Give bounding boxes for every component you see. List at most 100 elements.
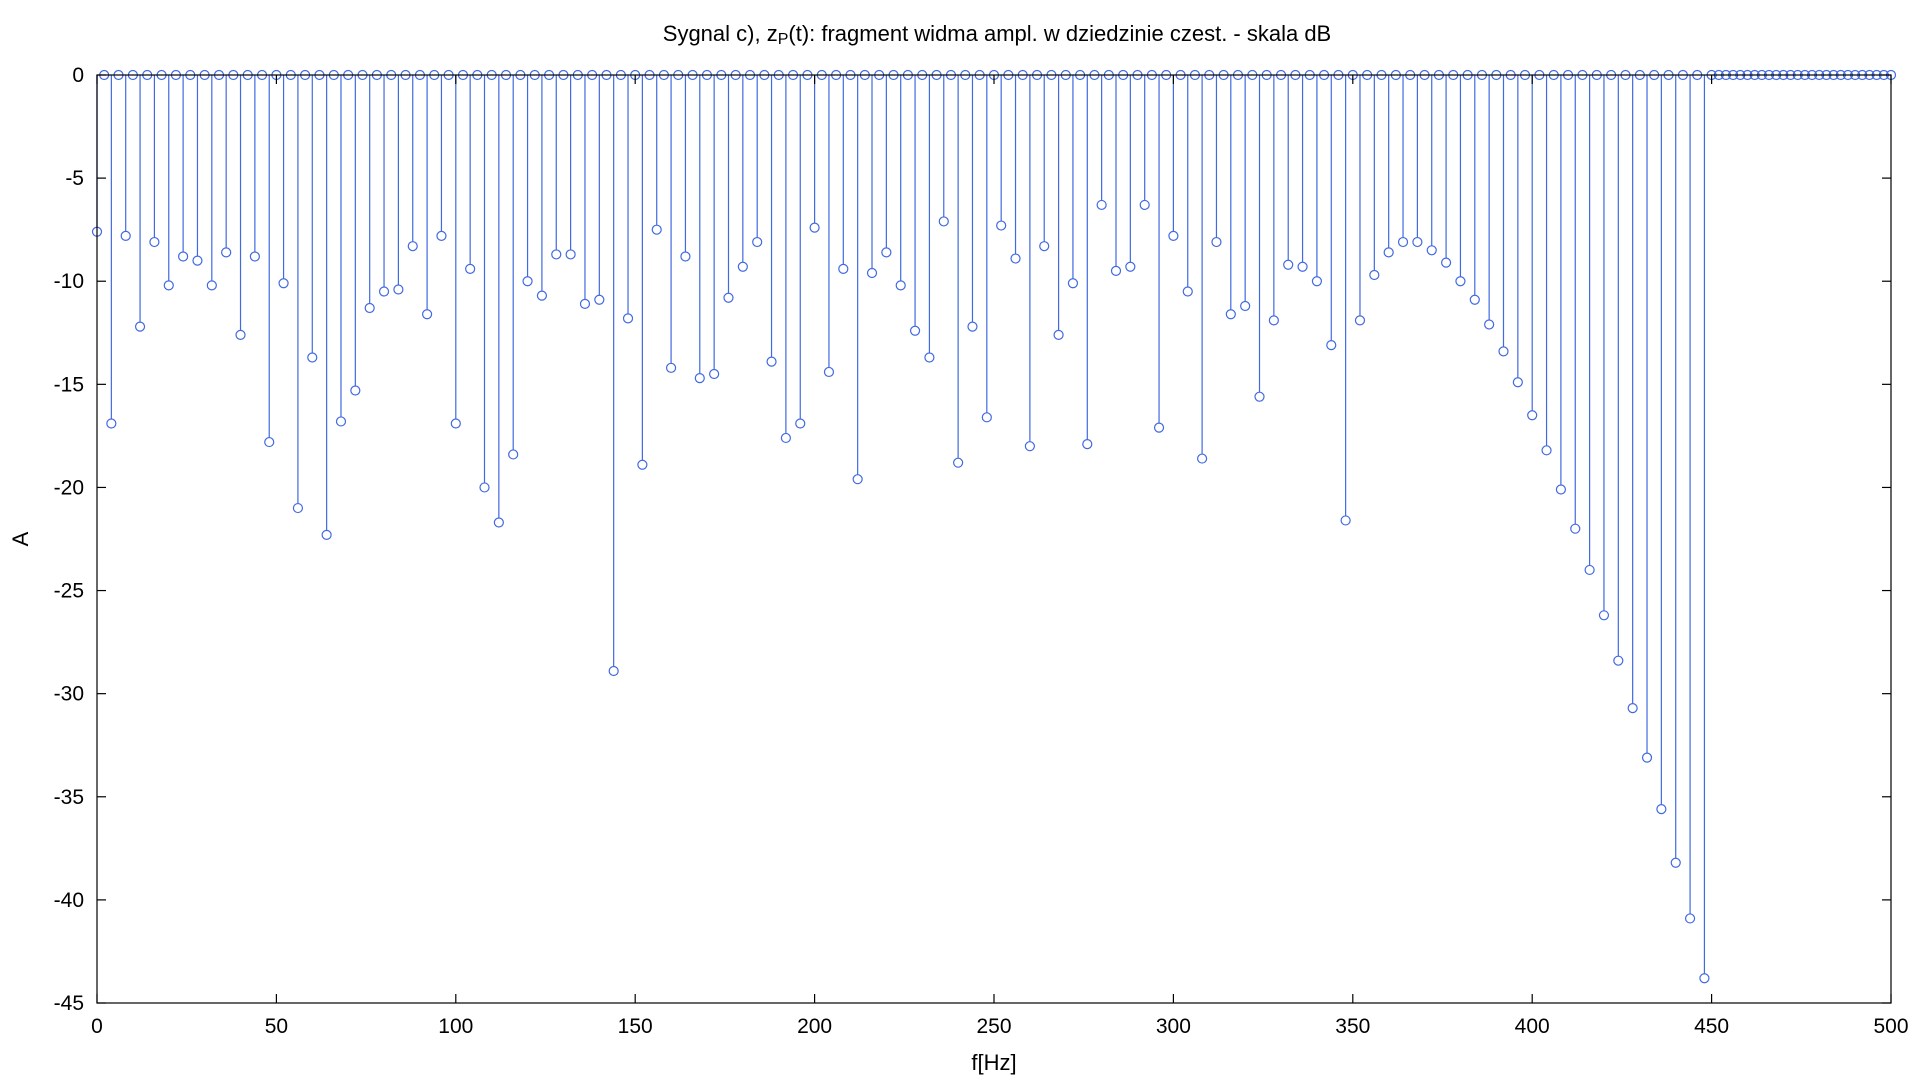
stem-marker [924,352,935,363]
stem-marker [1254,391,1265,402]
stem-marker [1283,259,1294,270]
stem-marker [206,280,217,291]
stem-marker [1498,346,1509,357]
stem-marker [364,302,375,314]
stem-marker [378,286,390,297]
stem-marker [1469,294,1480,305]
x-tick-label: 200 [797,1015,832,1038]
stem-marker [1024,441,1035,452]
stem-marker [780,432,791,444]
stem-marker [436,230,447,241]
stem-marker [134,321,146,332]
stem-marker [838,263,849,274]
stem-marker [1168,230,1179,241]
stem-marker [1240,300,1251,312]
x-axis-ticks: 0 50 100 150 200 250 300 350 400 450 500 [91,75,1909,1038]
stem-marker [1383,247,1394,258]
y-tick-label: -25 [54,580,84,603]
stem-series [91,69,1897,984]
stem-marker [809,222,820,233]
stem-marker [1512,377,1523,388]
stem-marker [1598,610,1610,621]
stem-marker [264,436,275,448]
stem-marker [292,502,304,514]
stem-marker [1182,286,1193,297]
stem-marker [1412,236,1423,248]
y-tick-label: -10 [54,270,84,293]
stem-marker [393,284,404,295]
stem-marker [1613,655,1624,666]
stem-marker [694,373,705,384]
x-tick-label: 250 [976,1015,1011,1038]
stem-marker [1311,276,1323,287]
title-rest: (t): fragment widma ampl. w dziedzinie c… [788,21,1331,46]
stem-marker [1139,199,1150,211]
y-tick-label: -35 [54,786,84,809]
y-tick-label: -5 [65,167,84,190]
x-tick-label: 50 [265,1015,288,1038]
stem-marker [651,224,662,235]
stem-marker [465,263,476,274]
x-tick-label: 300 [1156,1015,1191,1038]
stem-marker [823,366,835,378]
stem-marker [1627,703,1638,714]
stem-marker [249,251,260,262]
stem-marker [335,416,347,427]
stem-marker [1684,913,1696,924]
stem-marker [737,261,748,272]
y-tick-label: -40 [54,889,84,912]
stem-marker [1153,422,1165,433]
stem-marker [1039,241,1050,252]
stem-marker [709,368,720,380]
stem-marker [996,220,1007,231]
chart-title: Sygnal c), zP(t): fragment widma ampl. w… [663,21,1331,48]
stem-marker [1541,445,1552,456]
x-tick-label: 400 [1515,1015,1550,1038]
stem-marker [1326,340,1337,351]
stem-marker [1455,276,1466,287]
y-tick-label: -30 [54,683,84,706]
stem-marker [407,241,418,252]
stem-marker [1527,410,1538,421]
x-tick-label: 350 [1335,1015,1370,1038]
stem-marker [622,313,634,324]
stem-marker [579,298,591,310]
y-tick-label: -20 [54,476,84,499]
stem-marker [665,362,677,373]
stem-marker [1067,278,1079,289]
stem-marker [1699,973,1710,984]
stem-marker [1656,804,1667,815]
stem-marker [278,278,289,289]
stem-marker [938,216,949,227]
stem-marker [1110,265,1122,277]
stem-marker [1584,564,1595,576]
stem-marker [307,352,318,363]
stem-marker [536,290,548,301]
stem-marker [192,255,203,266]
stem-marker [752,236,763,248]
stem-marker [637,459,648,470]
stem-marker [1197,453,1208,464]
stem-marker [321,529,332,540]
y-axis-ticks: 0 -5 -10 -15 -20 -25 -30 -35 -40 -45 [54,64,1891,1015]
x-tick-label: 500 [1873,1015,1908,1038]
stem-marker [608,665,619,677]
y-tick-label: 0 [72,64,84,87]
stem-marker [1211,236,1222,248]
stem-marker [1268,315,1279,326]
stem-marker [479,482,490,493]
x-axis-label: f[Hz] [971,1050,1016,1075]
stem-marker [967,321,978,332]
stem-marker [178,251,189,262]
stem-marker [680,251,691,262]
y-tick-label: -45 [54,992,84,1015]
stem-marker [909,325,921,336]
stem-marker [1641,752,1653,763]
stem-marker [1397,236,1409,248]
y-axis-label: A [8,531,33,546]
stem-marker [1225,309,1236,320]
stem-marker [1570,523,1581,534]
title-main: Sygnal c), z [663,21,778,46]
stem-marker [149,236,160,248]
stem-marker [1354,315,1366,326]
